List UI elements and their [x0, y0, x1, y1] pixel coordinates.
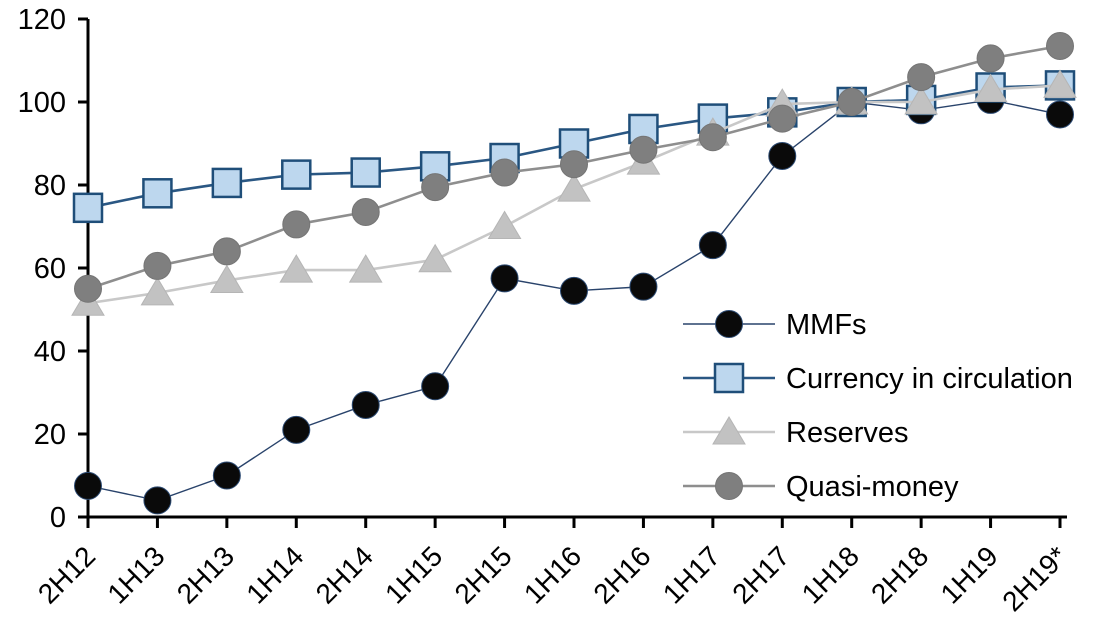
y-tick-label: 120: [18, 4, 66, 36]
x-tick-label: 1H13: [101, 540, 170, 609]
data-point-marker: [212, 461, 241, 490]
data-point-marker: [72, 192, 104, 224]
data-point-marker: [281, 159, 312, 190]
legend-item-quasi-money: Quasi-money: [683, 471, 959, 503]
y-tick-label: 80: [34, 170, 66, 202]
x-tick-label: 2H15: [449, 540, 518, 609]
data-point-marker: [713, 362, 745, 394]
data-point-marker: [74, 274, 102, 303]
data-point-marker: [907, 63, 936, 92]
data-point-marker: [211, 167, 243, 199]
data-point-marker: [348, 254, 383, 283]
x-tick-label: 1H18: [796, 540, 865, 609]
data-point-marker: [712, 416, 746, 445]
y-tick-label: 100: [18, 87, 66, 119]
data-point-marker: [140, 276, 175, 306]
data-point-marker: [490, 264, 519, 293]
data-point-marker: [976, 44, 1005, 73]
series-quasi-money: [74, 31, 1074, 303]
data-point-marker: [768, 141, 797, 170]
data-point-marker: [904, 86, 939, 115]
data-point-marker: [279, 254, 314, 283]
legend: MMFs Currency in circulation Reserves Quasi…: [683, 309, 1073, 503]
data-point-marker: [351, 390, 380, 419]
data-point-marker: [629, 135, 658, 164]
y-tick-label: 20: [34, 419, 66, 451]
legend-label: Quasi-money: [786, 471, 959, 503]
x-tick-label: 2H13: [171, 540, 240, 609]
data-point-marker: [143, 486, 172, 515]
x-tick-label: 2H18: [865, 540, 934, 609]
data-point-marker: [142, 178, 173, 209]
data-point-marker: [418, 243, 453, 273]
y-tick-label: 40: [34, 336, 66, 368]
data-point-marker: [698, 123, 727, 152]
data-point-marker: [490, 158, 519, 187]
data-point-marker: [560, 150, 588, 179]
data-point-marker: [212, 237, 241, 266]
x-tick-label: 1H19: [935, 540, 1004, 609]
data-point-marker: [209, 264, 244, 293]
data-point-marker: [768, 104, 797, 133]
x-tick-label: 1H16: [518, 540, 587, 609]
x-tick-label: 2H14: [310, 540, 379, 609]
data-point-marker: [557, 173, 591, 202]
legend-label: Currency in circulation: [786, 363, 1073, 395]
data-point-marker: [282, 210, 311, 239]
data-point-marker: [282, 415, 311, 444]
x-tick-label: 2H19*: [996, 540, 1073, 617]
x-tick-label: 2H17: [726, 540, 795, 609]
data-point-marker: [715, 310, 743, 338]
data-point-marker: [973, 73, 1008, 103]
x-tick-label: 2H16: [587, 540, 656, 609]
x-tick-label: 1H14: [240, 540, 309, 609]
data-point-marker: [1046, 31, 1074, 60]
data-point-marker: [74, 471, 102, 500]
y-tick-label: 60: [34, 253, 66, 285]
legend-item-currency-in-circulation: Currency in circulation: [683, 362, 1073, 395]
data-point-marker: [1046, 100, 1074, 129]
legend-label: MMFs: [786, 309, 867, 341]
data-point-marker: [143, 251, 172, 280]
data-point-marker: [351, 197, 380, 226]
legend-label: Reserves: [786, 417, 909, 449]
data-point-marker: [421, 372, 450, 401]
x-tick-label: 1H15: [379, 540, 448, 609]
legend-item-mmfs: MMFs: [683, 309, 867, 341]
data-point-marker: [560, 276, 588, 305]
data-point-marker: [350, 157, 381, 188]
legend-item-reserves: Reserves: [683, 416, 909, 449]
data-point-marker: [421, 173, 450, 202]
data-point-marker: [698, 231, 727, 260]
data-point-marker: [629, 272, 658, 301]
y-tick-label: 0: [50, 502, 66, 534]
data-point-marker: [487, 210, 522, 239]
data-point-marker: [715, 472, 743, 500]
x-tick-label: 2H12: [32, 540, 101, 609]
x-tick-label: 1H17: [657, 540, 726, 609]
data-point-marker: [837, 88, 866, 116]
data-point-marker: [1043, 69, 1077, 98]
